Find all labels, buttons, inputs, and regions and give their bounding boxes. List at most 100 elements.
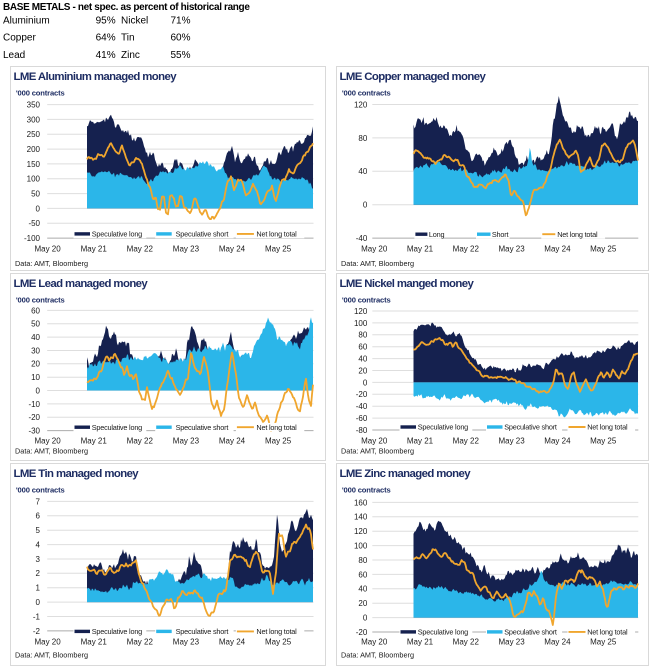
svg-text:100: 100 [27, 175, 41, 184]
svg-text:May 25: May 25 [590, 638, 617, 647]
svg-text:May 25: May 25 [265, 638, 292, 647]
svg-text:May 20: May 20 [34, 638, 61, 647]
svg-text:80: 80 [358, 331, 367, 340]
svg-text:40: 40 [358, 585, 367, 594]
svg-text:64%: 64% [96, 33, 116, 44]
svg-text:LME Copper managed money: LME Copper managed money [340, 71, 487, 83]
svg-text:May 20: May 20 [34, 245, 61, 254]
svg-text:-1: -1 [33, 612, 41, 621]
svg-text:Data: AMT, Bloomberg: Data: AMT, Bloomberg [341, 259, 414, 268]
svg-text:0: 0 [36, 386, 41, 395]
svg-text:May 25: May 25 [590, 245, 617, 254]
svg-text:May 22: May 22 [453, 245, 480, 254]
svg-text:LME Zinc managed money: LME Zinc managed money [340, 468, 472, 480]
svg-text:20: 20 [358, 366, 367, 375]
svg-text:Speculative short: Speculative short [504, 423, 557, 432]
svg-text:'000 contracts: '000 contracts [342, 296, 391, 305]
svg-text:150: 150 [27, 160, 41, 169]
svg-text:100: 100 [354, 542, 368, 551]
svg-text:'000 contracts: '000 contracts [16, 89, 65, 98]
svg-text:80: 80 [358, 134, 367, 143]
svg-text:50: 50 [31, 320, 40, 329]
svg-text:250: 250 [27, 130, 41, 139]
svg-text:20: 20 [358, 599, 367, 608]
svg-text:120: 120 [354, 527, 368, 536]
svg-text:80: 80 [358, 556, 367, 565]
svg-text:Copper: Copper [3, 33, 36, 44]
svg-text:Data: AMT, Bloomberg: Data: AMT, Bloomberg [15, 259, 88, 268]
svg-text:20: 20 [31, 360, 40, 369]
svg-text:3: 3 [36, 555, 41, 564]
svg-text:Speculative long: Speculative long [92, 423, 142, 432]
svg-text:May 23: May 23 [173, 638, 200, 647]
svg-text:Long: Long [429, 230, 445, 239]
svg-text:BASE METALS - net spec. as per: BASE METALS - net spec. as percent of hi… [3, 2, 250, 13]
svg-text:Speculative long: Speculative long [418, 423, 468, 432]
svg-text:Net long total: Net long total [587, 628, 628, 637]
svg-text:May 24: May 24 [219, 436, 246, 445]
svg-text:May 22: May 22 [127, 436, 154, 445]
svg-text:-50: -50 [28, 219, 40, 228]
svg-text:'000 contracts: '000 contracts [342, 486, 391, 495]
svg-text:Speculative short: Speculative short [176, 627, 229, 636]
svg-text:120: 120 [354, 307, 368, 316]
svg-text:71%: 71% [171, 15, 191, 26]
svg-text:Net long total: Net long total [587, 423, 628, 432]
svg-text:30: 30 [31, 346, 40, 355]
svg-text:'000 contracts: '000 contracts [16, 296, 65, 305]
svg-text:-2: -2 [33, 627, 41, 636]
svg-text:May 21: May 21 [81, 436, 108, 445]
svg-text:May 23: May 23 [173, 245, 200, 254]
svg-text:-60: -60 [356, 414, 368, 423]
svg-text:4: 4 [36, 541, 41, 550]
svg-text:95%: 95% [96, 15, 116, 26]
svg-text:60: 60 [31, 306, 40, 315]
svg-text:May 22: May 22 [453, 638, 480, 647]
svg-text:140: 140 [354, 513, 368, 522]
svg-text:Short: Short [492, 230, 509, 239]
svg-text:May 24: May 24 [219, 245, 246, 254]
svg-text:0: 0 [36, 204, 41, 213]
svg-text:-40: -40 [356, 402, 368, 411]
svg-text:160: 160 [354, 498, 368, 507]
svg-text:May 21: May 21 [407, 436, 434, 445]
svg-text:55%: 55% [171, 50, 191, 61]
svg-text:May 20: May 20 [361, 436, 388, 445]
svg-text:Speculative long: Speculative long [92, 230, 142, 239]
svg-text:60: 60 [358, 343, 367, 352]
svg-text:350: 350 [27, 101, 41, 110]
svg-text:Net long total: Net long total [256, 627, 297, 636]
svg-text:40: 40 [358, 355, 367, 364]
svg-text:0: 0 [36, 598, 41, 607]
svg-text:60: 60 [358, 570, 367, 579]
svg-text:120: 120 [354, 100, 368, 109]
svg-text:7: 7 [36, 497, 41, 506]
svg-text:Aluminium: Aluminium [3, 15, 50, 26]
svg-text:May 23: May 23 [498, 638, 525, 647]
svg-text:May 23: May 23 [498, 436, 525, 445]
svg-text:-40: -40 [356, 234, 368, 243]
svg-text:-20: -20 [356, 628, 368, 637]
svg-text:Net long total: Net long total [557, 230, 598, 239]
svg-text:May 23: May 23 [498, 245, 525, 254]
svg-text:May 24: May 24 [544, 436, 571, 445]
svg-text:May 20: May 20 [361, 638, 388, 647]
svg-text:May 24: May 24 [544, 245, 571, 254]
svg-text:300: 300 [27, 115, 41, 124]
svg-text:May 21: May 21 [407, 638, 434, 647]
svg-text:50: 50 [31, 190, 40, 199]
svg-text:May 22: May 22 [127, 245, 154, 254]
svg-text:200: 200 [27, 145, 41, 154]
svg-text:'000 contracts: '000 contracts [342, 89, 391, 98]
svg-text:-80: -80 [356, 426, 368, 435]
svg-text:May 20: May 20 [361, 245, 388, 254]
svg-text:Speculative short: Speculative short [176, 230, 229, 239]
svg-text:May 22: May 22 [453, 436, 480, 445]
svg-text:Nickel: Nickel [121, 15, 148, 26]
svg-text:Speculative long: Speculative long [92, 627, 142, 636]
svg-text:5: 5 [36, 526, 41, 535]
svg-text:Lead: Lead [3, 50, 25, 61]
svg-text:Speculative short: Speculative short [176, 423, 229, 432]
svg-text:-20: -20 [28, 413, 40, 422]
svg-text:LME Aluminium managed money: LME Aluminium managed money [14, 71, 178, 83]
